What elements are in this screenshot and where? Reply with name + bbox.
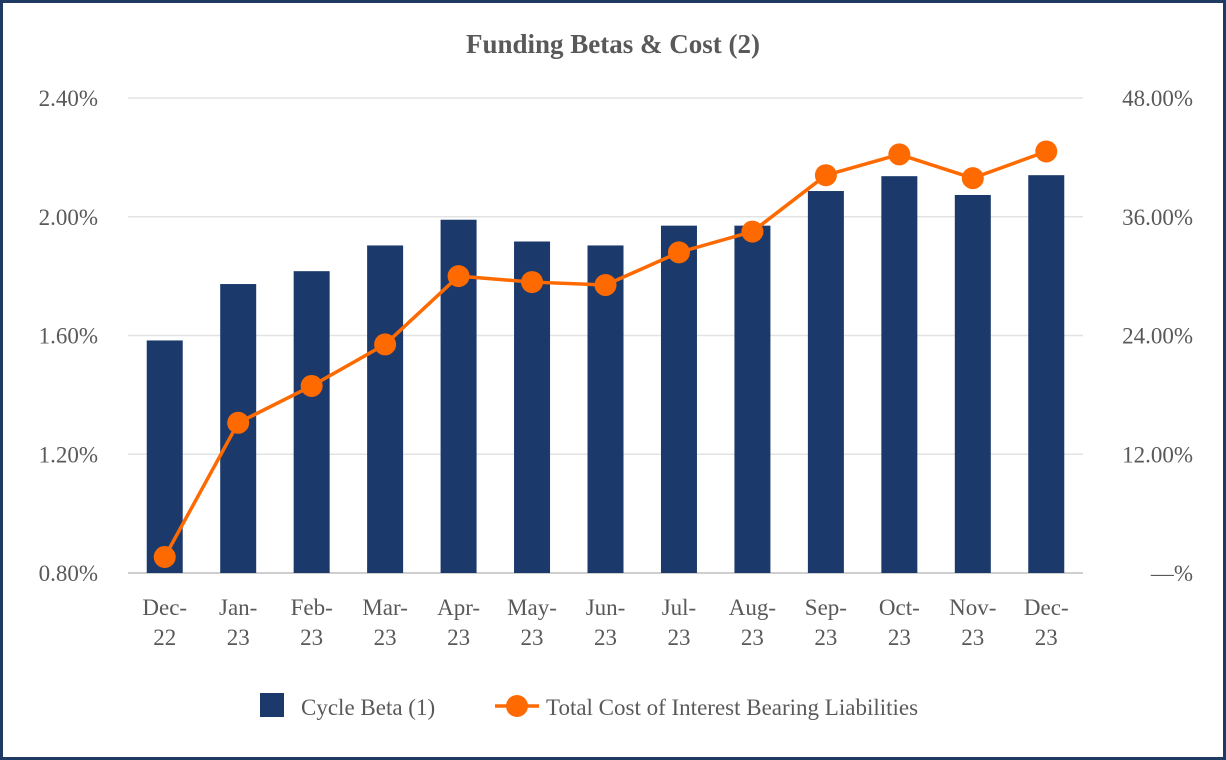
x-tick-label: Nov-23 [949,595,996,650]
bar-2 [293,271,330,573]
bar-9 [807,191,844,574]
x-tick-label: Jun-23 [586,595,626,650]
legend: Cycle Beta (1) Total Cost of Interest Bea… [260,693,918,720]
x-tick-label: Oct-23 [879,595,920,650]
left-tick-label: 2.40% [39,86,98,111]
x-tick-label: Dec-23 [1024,595,1069,650]
legend-bar-swatch [260,693,284,717]
bar-8 [734,225,771,573]
bar-12 [1028,175,1065,573]
cost-point-0 [153,545,176,568]
cost-point-1 [227,411,250,434]
cost-point-9 [814,164,837,187]
bar-0 [146,340,183,573]
left-tick-label: 0.80% [39,561,98,586]
x-tick-label: Feb-23 [291,595,333,650]
bar-7 [660,225,697,573]
left-tick-label: 2.00% [39,205,98,230]
cost-point-4 [447,265,470,288]
right-tick-label: —% [1150,561,1193,586]
legend-line-marker [506,695,528,717]
bar-10 [881,176,918,574]
chart-title: Funding Betas & Cost (2) [466,29,760,59]
chart-canvas: Funding Betas & Cost (2) 2.40% 2.00% 1.60%… [39,29,1193,720]
x-tick-label: Dec-22 [142,595,187,650]
x-axis: Dec-22 Jan-23 Feb-23 Mar-23 Apr-23 May-23 Jun-… [142,595,1068,650]
right-axis: 48.00% 36.00% 24.00% 12.00% —% [1122,86,1193,586]
cost-point-2 [300,374,323,397]
legend-line-label: Total Cost of Interest Bearing Liabiliti… [546,695,918,720]
left-tick-label: 1.60% [39,324,98,349]
right-tick-label: 24.00% [1122,324,1193,349]
x-tick-label: Jul-23 [662,595,697,650]
cost-point-11 [961,167,984,190]
right-tick-label: 48.00% [1122,86,1193,111]
x-tick-label: Apr-23 [437,595,480,650]
x-tick-label: Jan-23 [219,595,257,650]
cost-point-10 [888,143,911,166]
cost-point-8 [741,220,764,243]
right-tick-label: 36.00% [1122,205,1193,230]
cost-point-7 [667,241,690,264]
bar-6 [587,245,624,573]
x-tick-label: Sep-23 [805,595,847,650]
left-axis: 2.40% 2.00% 1.60% 1.20% 0.80% [39,86,98,586]
left-tick-label: 1.20% [39,442,98,467]
cost-point-12 [1035,140,1058,163]
cost-point-3 [374,333,397,356]
right-tick-label: 12.00% [1122,442,1193,467]
bar-11 [954,194,991,573]
line-series [153,140,1058,568]
cost-point-6 [594,274,617,297]
cost-point-5 [521,271,544,294]
bar-5 [514,241,551,574]
x-tick-label: Aug-23 [729,595,776,650]
legend-bar-label: Cycle Beta (1) [301,695,435,720]
x-tick-label: Mar-23 [362,595,408,650]
bar-3 [367,245,404,573]
bar-series [146,175,1065,574]
x-tick-label: May-23 [507,595,557,650]
